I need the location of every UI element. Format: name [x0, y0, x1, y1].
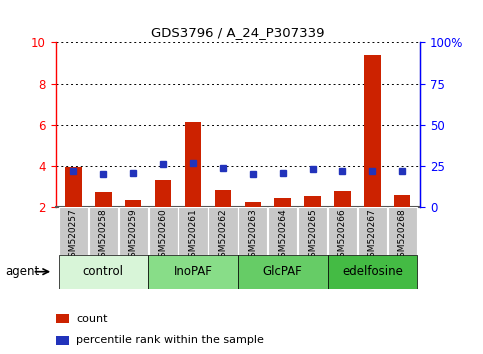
Text: control: control: [83, 265, 124, 278]
Text: edelfosine: edelfosine: [342, 265, 403, 278]
Bar: [244, 202, 261, 207]
Bar: [274, 198, 291, 207]
Bar: [208, 207, 238, 255]
Bar: [327, 255, 417, 289]
Text: GSM520264: GSM520264: [278, 209, 287, 263]
Bar: [56, 314, 69, 323]
Bar: [215, 190, 231, 207]
Bar: [148, 255, 238, 289]
Bar: [89, 207, 118, 255]
Bar: [155, 180, 171, 207]
Bar: [304, 196, 321, 207]
Text: GSM520259: GSM520259: [129, 209, 138, 263]
Bar: [394, 195, 411, 207]
Bar: [334, 190, 351, 207]
Bar: [298, 207, 327, 255]
Bar: [65, 167, 82, 207]
Bar: [56, 336, 69, 345]
Text: GSM520266: GSM520266: [338, 209, 347, 263]
Text: InoPAF: InoPAF: [173, 265, 213, 278]
Text: GSM520261: GSM520261: [188, 209, 198, 263]
Bar: [238, 207, 268, 255]
Text: GSM520263: GSM520263: [248, 209, 257, 263]
Bar: [364, 55, 381, 207]
Bar: [95, 192, 112, 207]
Bar: [328, 207, 357, 255]
Bar: [58, 255, 148, 289]
Bar: [148, 207, 178, 255]
Text: GSM520267: GSM520267: [368, 209, 377, 263]
Text: GSM520257: GSM520257: [69, 209, 78, 263]
Text: count: count: [76, 314, 108, 324]
Text: GSM520268: GSM520268: [398, 209, 407, 263]
Text: GSM520258: GSM520258: [99, 209, 108, 263]
Text: GSM520265: GSM520265: [308, 209, 317, 263]
Text: percentile rank within the sample: percentile rank within the sample: [76, 335, 264, 345]
Bar: [119, 207, 148, 255]
Bar: [178, 207, 208, 255]
Bar: [185, 122, 201, 207]
Text: agent: agent: [5, 265, 39, 278]
Title: GDS3796 / A_24_P307339: GDS3796 / A_24_P307339: [151, 25, 325, 39]
Bar: [238, 255, 327, 289]
Bar: [59, 207, 88, 255]
Bar: [358, 207, 387, 255]
Bar: [268, 207, 298, 255]
Text: GlcPAF: GlcPAF: [263, 265, 302, 278]
Text: GSM520260: GSM520260: [158, 209, 168, 263]
Bar: [125, 200, 142, 207]
Text: GSM520262: GSM520262: [218, 209, 227, 263]
Bar: [388, 207, 417, 255]
